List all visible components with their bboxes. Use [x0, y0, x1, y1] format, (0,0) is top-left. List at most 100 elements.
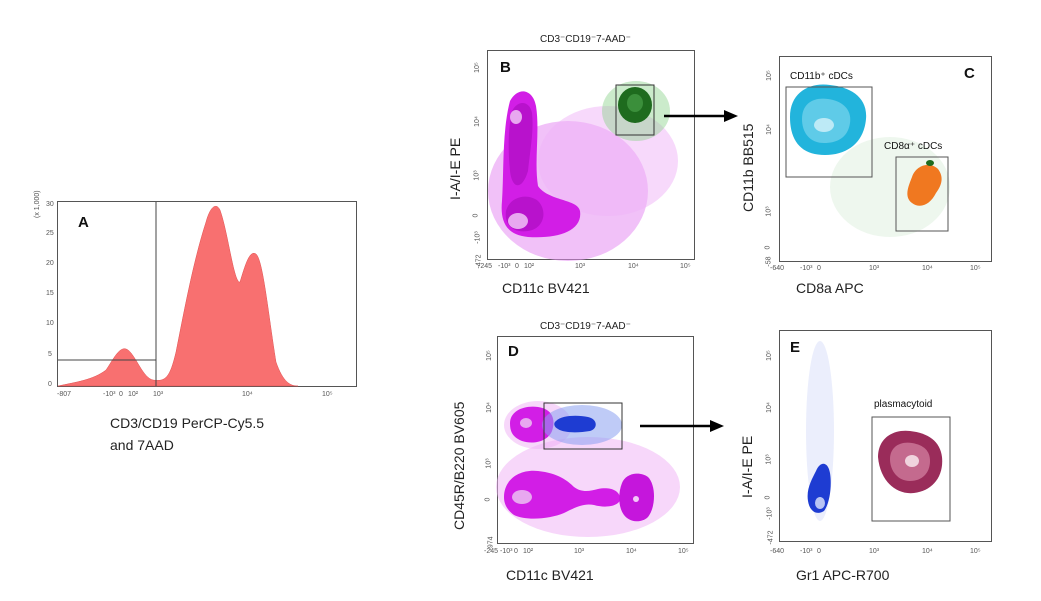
blue-contour: [554, 415, 596, 433]
panel-e-xlabel: Gr1 APC-R700: [796, 567, 890, 583]
panel-d-ytick: 10³: [485, 458, 493, 469]
panel-a-xtick: 10⁴: [242, 391, 253, 398]
panel-c-ytick: 10³: [765, 206, 773, 217]
panel-b-xtick: 0: [515, 263, 519, 270]
blue-gate: [543, 402, 623, 450]
panel-c-xtick: -10³: [800, 265, 813, 272]
panel-a-xtick: 10²: [128, 391, 139, 398]
panel-e-xtick: 10³: [869, 548, 880, 555]
magenta-contour-upper-core: [520, 418, 532, 428]
panel-d-ytick: 0: [484, 497, 492, 502]
panel-d-xtick: -10³: [500, 548, 513, 555]
plasmacytoid-gate-label: plasmacytoid: [874, 399, 933, 410]
panel-e-ytick: 10⁴: [765, 402, 773, 413]
magenta-contour-core: [508, 213, 528, 229]
panel-e-ytick: 10⁵: [765, 350, 773, 361]
panel-b-ytick: 0: [472, 213, 480, 218]
blue-contour-outer: [807, 463, 831, 513]
panel-c-xlabel: CD8a APC: [796, 280, 864, 296]
green-background-dots: [830, 137, 950, 237]
panel-a-xlabel-line1: CD3/CD19 PerCP-Cy5.5: [110, 415, 265, 431]
panel-d-xlabel: CD11c BV421: [506, 567, 594, 583]
magenta-contour-core: [510, 110, 522, 124]
panel-b-label: B: [500, 59, 511, 76]
panel-c-ylabel: CD11b BB515: [740, 123, 756, 212]
panel-a-xtick: 0: [119, 391, 123, 398]
panel-a-label: A: [78, 214, 89, 231]
panel-d-ylabel: CD45R/B220 BV605: [451, 401, 467, 530]
panel-c-label: C: [964, 65, 975, 82]
panel-a-xtick: 10³: [153, 391, 164, 398]
panel-a-yscale: (x 1,000): [34, 190, 41, 218]
panel-b-ytick: -10³: [474, 231, 482, 244]
panel-b-xtick: 10⁴: [628, 263, 639, 270]
panel-c-xtick: 10³: [869, 265, 880, 272]
panel-d-ytick: 10⁴: [485, 402, 493, 413]
panel-e-xtick: 0: [817, 548, 821, 555]
panel-e-ytick: -10³: [766, 507, 774, 520]
panel-b-xlabel: CD11c BV421: [502, 280, 590, 296]
panel-d-xtick: 10²: [523, 548, 534, 555]
panel-e-xtick: 10⁵: [970, 548, 981, 555]
orange-contour: [907, 164, 942, 206]
panel-b-title: CD3⁻CD19⁻7-AAD⁻: [540, 34, 631, 45]
panel-b-ytick: 10³: [473, 170, 481, 181]
plasmacytoid-gate: [871, 416, 951, 522]
cd11b-gate-label: CD11b⁺ cDCs: [790, 71, 853, 82]
cd11b-gate: [785, 86, 873, 178]
magenta-contour-lower-right-core: [633, 496, 639, 502]
panel-a-ytick: 20: [46, 260, 54, 267]
panel-d-label: D: [508, 343, 519, 360]
green-gate: [615, 84, 655, 136]
panel-a-histogram: [57, 202, 299, 387]
panel-b-ylabel: I-A/I-E PE: [447, 137, 463, 200]
panel-a-ytick: 0: [48, 381, 52, 388]
histogram-area: [57, 206, 299, 387]
magenta-contour-lower-core: [512, 490, 532, 504]
panel-d-density: [496, 401, 680, 537]
panel-a-xtick: -807: [57, 391, 72, 398]
panel-e-ytick: -472: [767, 530, 775, 545]
panel-e-xtick: -640: [770, 548, 785, 555]
panel-c-xtick: 0: [817, 265, 821, 272]
cd8a-gate-label: CD8α⁺ cDCs: [884, 141, 943, 152]
panel-b-plot: B: [487, 50, 695, 261]
panel-b-xtick: -245: [478, 263, 493, 270]
panel-b-xtick: 10³: [575, 263, 586, 270]
panel-c-density: [785, 84, 950, 237]
cd8a-gate: [895, 156, 949, 232]
panel-a-ytick: 5: [48, 351, 52, 358]
panel-c-ytick: 10⁴: [765, 124, 773, 135]
panel-a-xtick: 10⁵: [322, 391, 333, 398]
panel-c-plot: CD11b⁺ cDCs CD8α⁺ cDCs C: [779, 56, 992, 262]
panel-d-ytick: 10⁵: [485, 350, 493, 361]
panel-d-xtick: 10⁴: [626, 548, 637, 555]
panel-b-xtick: 10⁵: [680, 263, 691, 270]
panel-d-plot: D: [496, 336, 694, 544]
panel-e-ylabel: I-A/I-E PE: [739, 435, 755, 498]
panel-a-ytick: 15: [46, 290, 54, 297]
panel-b-xtick: -10³: [498, 263, 511, 270]
arrow-d-to-e: [640, 420, 724, 432]
panel-e-xtick: 10⁴: [922, 548, 933, 555]
magenta-contour-upper: [510, 406, 554, 443]
panel-b-xtick: 10²: [524, 263, 535, 270]
panel-c-ytick: 0: [764, 245, 772, 250]
panel-a-xlabel-line2: and 7AAD: [110, 437, 174, 453]
magenta-contour-lower: [504, 470, 621, 519]
green-contour-inner: [627, 94, 643, 112]
panel-c-xtick: 10⁴: [922, 265, 933, 272]
panel-e-density: [806, 341, 951, 522]
panel-c-ytick: 10⁵: [765, 70, 773, 81]
arrow-b-to-c: [664, 110, 738, 122]
panel-a-ytick: 25: [46, 230, 54, 237]
panel-a-ytick: 30: [46, 201, 54, 208]
panel-b-density: [488, 81, 678, 261]
panel-d-xtick: 10⁵: [678, 548, 689, 555]
panel-c-xtick: 10⁵: [970, 265, 981, 272]
panel-a-xtick: -10³: [103, 391, 116, 398]
panel-e-xtick: -10³: [800, 548, 813, 555]
panel-e-label: E: [790, 339, 801, 356]
panel-c-xtick: -640: [770, 265, 785, 272]
panel-d-xtick: -245: [484, 548, 499, 555]
